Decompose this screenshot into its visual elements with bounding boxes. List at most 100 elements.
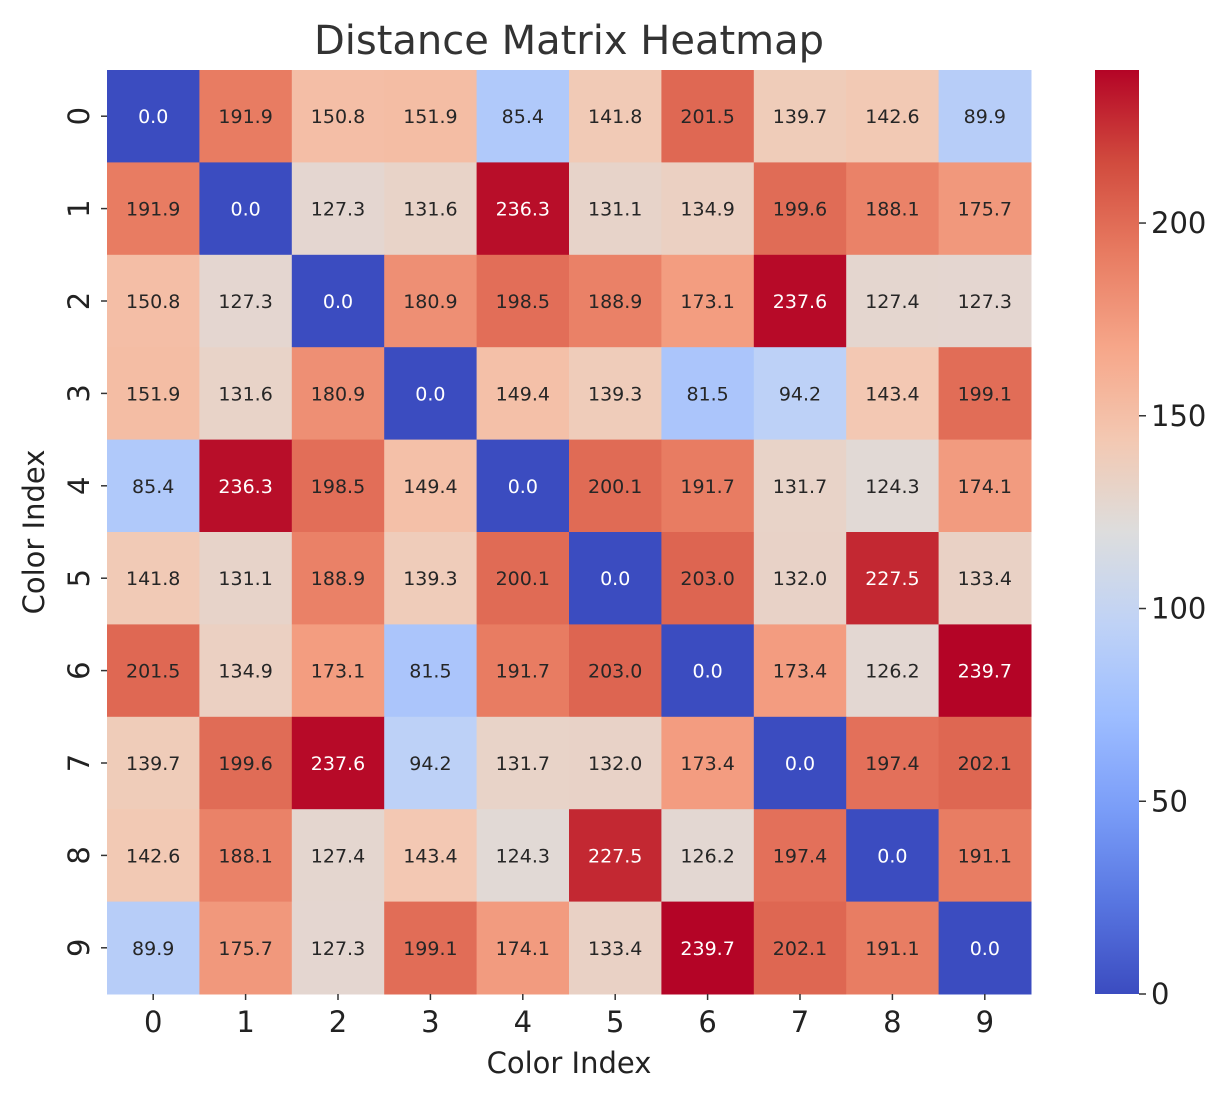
heatmap-cell (476, 532, 570, 625)
y-axis-label: Color Index (17, 450, 51, 615)
heatmap-cell (476, 347, 570, 441)
heatmap-cell (291, 347, 385, 441)
heatmap-cell (291, 439, 385, 533)
heatmap-cell (107, 439, 200, 533)
cell-value-label: 150.8 (126, 291, 180, 313)
cell-value-label: 131.1 (218, 568, 272, 590)
colorbar-tick-label: 50 (1151, 784, 1188, 818)
cell-value-label: 131.7 (773, 476, 827, 498)
y-tick-label: 7 (62, 754, 96, 772)
heatmap-cell (938, 716, 1032, 810)
colorbar-tick-label: 200 (1151, 206, 1206, 240)
y-tick-label: 5 (62, 569, 96, 587)
heatmap-cell (846, 809, 940, 903)
cell-value-label: 199.6 (773, 199, 827, 221)
heatmap-cell (107, 532, 200, 625)
heatmap-cell (107, 254, 200, 348)
heatmap-cell (199, 439, 293, 533)
heatmap-cell (291, 624, 385, 718)
heatmap-cell (384, 439, 478, 533)
cell-value-label: 201.5 (680, 106, 734, 128)
cell-value-label: 124.3 (865, 476, 919, 498)
heatmap-cell (569, 347, 662, 441)
cell-value-label: 203.0 (680, 568, 734, 590)
cell-value-label: 188.1 (865, 199, 919, 221)
heatmap-cell (753, 624, 847, 718)
cell-value-label: 127.3 (311, 938, 365, 960)
cell-value-label: 131.6 (403, 199, 457, 221)
cell-value-label: 236.3 (496, 199, 550, 221)
heatmap-cell (661, 624, 755, 718)
y-tick-label: 6 (62, 661, 96, 679)
cell-value-label: 0.0 (600, 568, 630, 590)
cell-value-label: 143.4 (865, 383, 919, 405)
heatmap-cell (291, 716, 385, 810)
cell-value-label: 175.7 (218, 938, 272, 960)
cell-value-label: 227.5 (865, 568, 919, 590)
x-tick-label: 7 (791, 1005, 809, 1039)
cell-value-label: 198.5 (311, 476, 365, 498)
y-tick-label: 4 (62, 477, 96, 495)
y-tick-label: 1 (62, 199, 96, 217)
cell-value-label: 199.1 (958, 383, 1012, 405)
heatmap-cell (384, 162, 478, 256)
cell-value-label: 94.2 (409, 753, 451, 775)
heatmap-cell (661, 439, 755, 533)
heatmap-cell (846, 901, 940, 995)
heatmap-cell (476, 254, 570, 348)
cell-value-label: 0.0 (785, 753, 815, 775)
x-tick-label: 6 (698, 1005, 716, 1039)
cell-value-label: 126.2 (680, 845, 734, 867)
heatmap-cell (753, 70, 847, 163)
cell-value-label: 174.1 (958, 476, 1012, 498)
heatmap-cell (107, 347, 200, 441)
heatmap-cell (569, 716, 662, 810)
heatmap-cell (476, 439, 570, 533)
cell-value-label: 142.6 (126, 845, 180, 867)
heatmap-cell (291, 162, 385, 256)
cell-value-label: 133.4 (958, 568, 1012, 590)
cell-value-label: 139.7 (773, 106, 827, 128)
y-tick-label: 9 (62, 939, 96, 957)
heatmap-cell (199, 624, 293, 718)
heatmap-cell (291, 254, 385, 348)
heatmap-cell (846, 624, 940, 718)
heatmap-cell (661, 70, 755, 163)
cell-value-label: 200.1 (496, 568, 550, 590)
heatmap-cell (107, 809, 200, 903)
heatmap-cell (384, 716, 478, 810)
cell-value-label: 141.8 (588, 106, 642, 128)
cell-value-label: 239.7 (680, 938, 734, 960)
heatmap-cell (846, 254, 940, 348)
cell-value-label: 0.0 (508, 476, 538, 498)
heatmap-cell (938, 809, 1032, 903)
x-axis-label: Color Index (487, 1046, 652, 1080)
colorbar-ticks: 0 50 100 150 200 (1139, 206, 1206, 1011)
heatmap-cell (199, 70, 293, 163)
colorbar-tick-label: 150 (1151, 399, 1206, 433)
cell-value-label: 139.3 (588, 383, 642, 405)
heatmap-cell (661, 532, 755, 625)
cell-value-label: 227.5 (588, 845, 642, 867)
heatmap-cell (846, 162, 940, 256)
cell-value-label: 180.9 (311, 383, 365, 405)
heatmap-cell (107, 70, 200, 163)
heatmap-cell (569, 439, 662, 533)
heatmap-cell (753, 162, 847, 256)
heatmap-cell (753, 347, 847, 441)
heatmap-cell (846, 70, 940, 163)
y-tick-label: 8 (62, 846, 96, 864)
heatmap-cell (938, 901, 1032, 995)
heatmap-cell (384, 809, 478, 903)
cell-value-label: 127.4 (311, 845, 365, 867)
heatmap-cell (199, 532, 293, 625)
heatmap-cell (753, 716, 847, 810)
heatmap-cell (476, 162, 570, 256)
cell-value-label: 197.4 (773, 845, 827, 867)
heatmap-cell (753, 439, 847, 533)
heatmap-cell (476, 624, 570, 718)
cell-value-label: 188.9 (311, 568, 365, 590)
heatmap-cell (199, 162, 293, 256)
cell-value-label: 127.3 (218, 291, 272, 313)
heatmap-cell (569, 532, 662, 625)
